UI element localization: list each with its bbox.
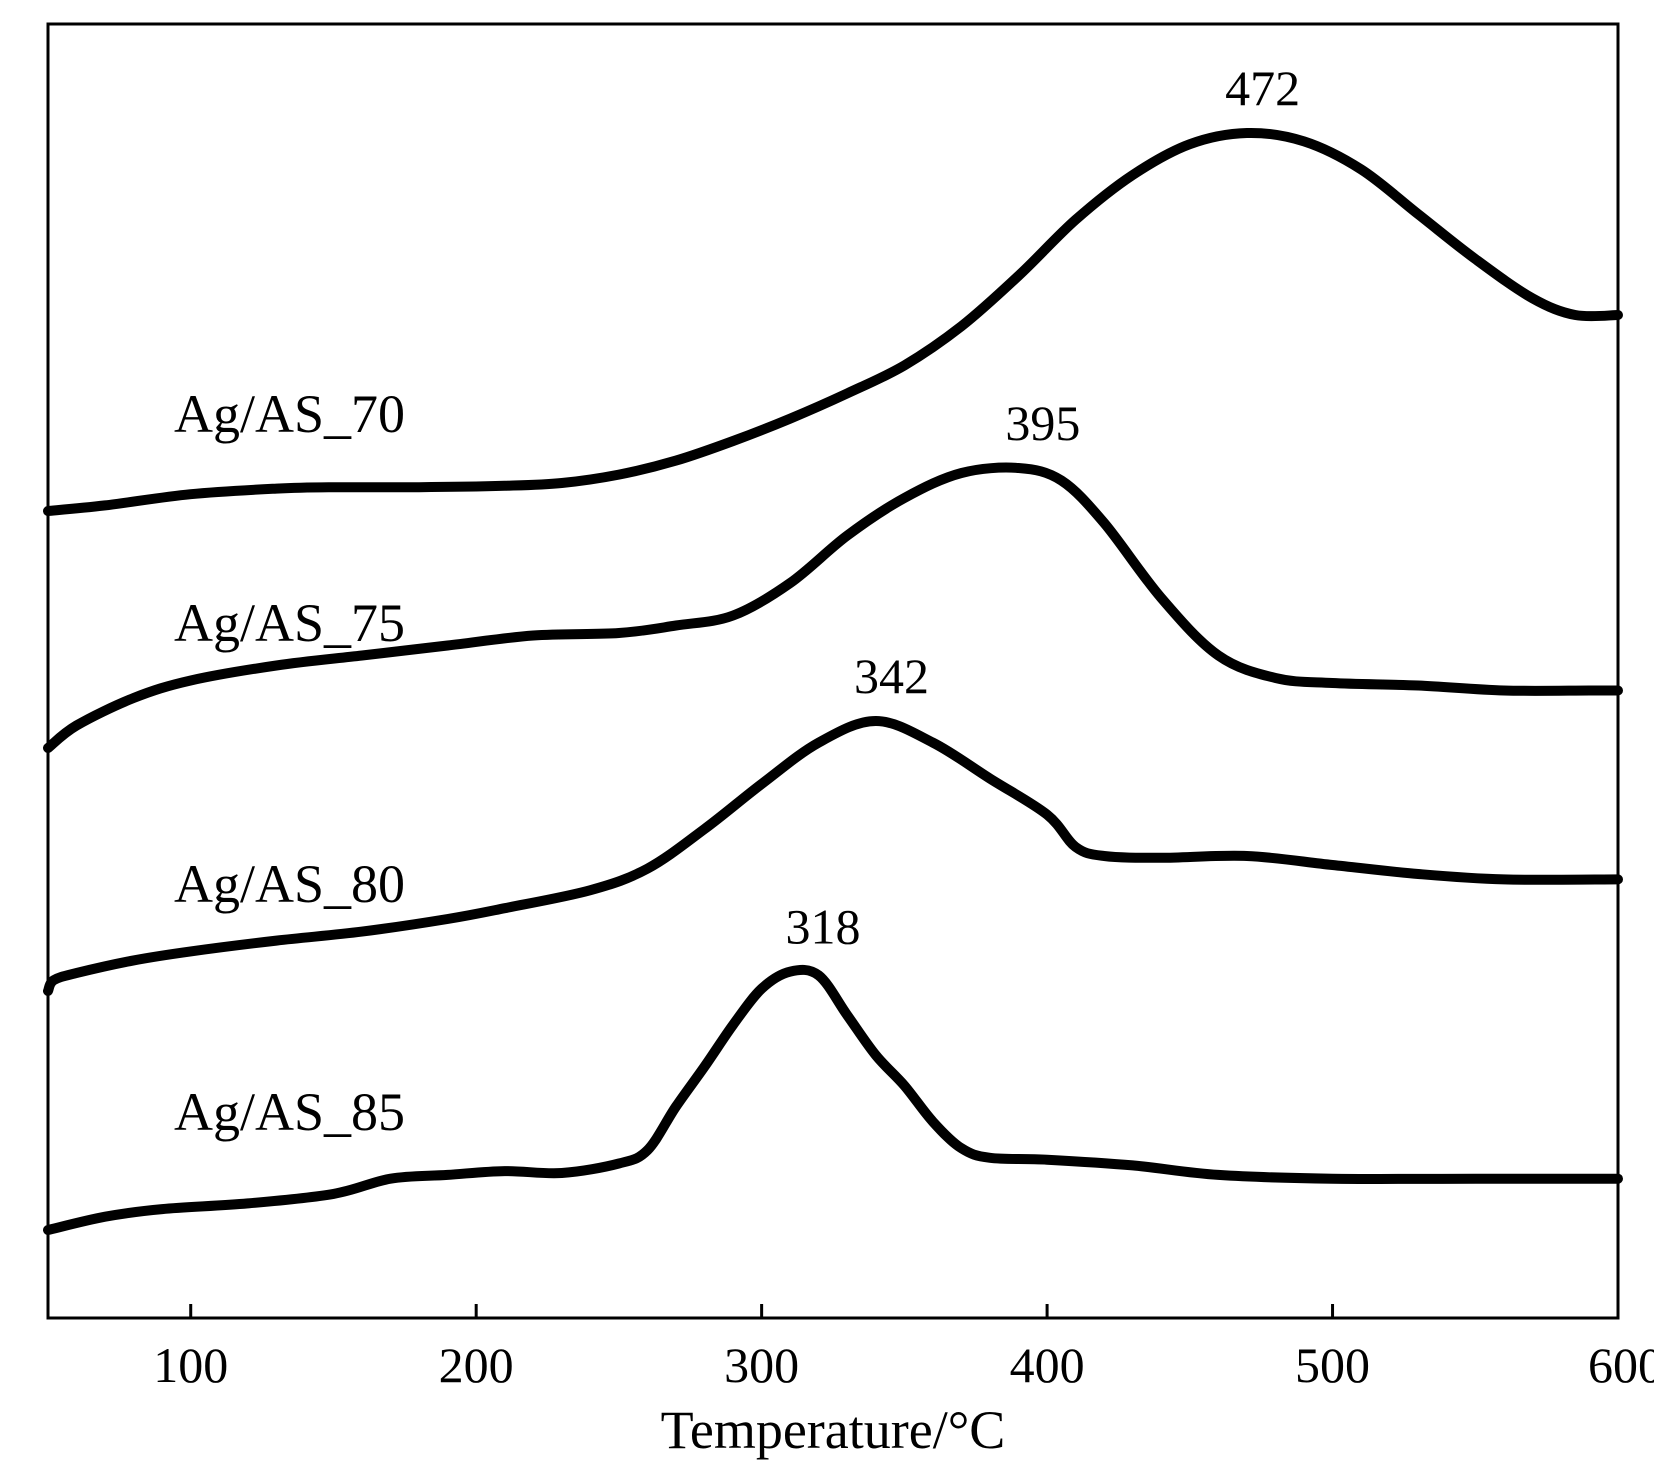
- x-tick-label: 100: [153, 1337, 228, 1393]
- peak-label: 395: [1005, 395, 1080, 451]
- peak-label: 318: [786, 899, 861, 955]
- series-layer: Ag/AS_70 472 Ag/AS_75 395 Ag/AS_80 342 Ag/AS_8…: [43, 60, 1623, 1235]
- x-tick-label: 600: [1588, 1337, 1654, 1393]
- series-label: Ag/AS_75: [174, 593, 405, 653]
- series-label: Ag/AS_85: [174, 1082, 405, 1142]
- series-label: Ag/AS_80: [174, 854, 405, 914]
- series-line-ag-as-80: [43, 716, 1623, 996]
- plot-frame: [46, 22, 1620, 1320]
- peak-label: 472: [1225, 60, 1300, 116]
- series-label: Ag/AS_70: [174, 384, 405, 444]
- x-tick-label: 400: [1010, 1337, 1085, 1393]
- series-line-ag-as-75: [43, 462, 1623, 753]
- x-axis-label: Temperature/°C: [661, 1400, 1006, 1460]
- peak-label: 342: [854, 648, 929, 704]
- x-axis-ticks: 100 200 300 400 500 600: [153, 1304, 1654, 1393]
- x-tick-label: 300: [724, 1337, 799, 1393]
- x-tick-label: 500: [1295, 1337, 1370, 1393]
- series-line-ag-as-85: [43, 964, 1623, 1235]
- x-tick-label: 200: [439, 1337, 514, 1393]
- series-line-ag-as-70: [43, 127, 1623, 516]
